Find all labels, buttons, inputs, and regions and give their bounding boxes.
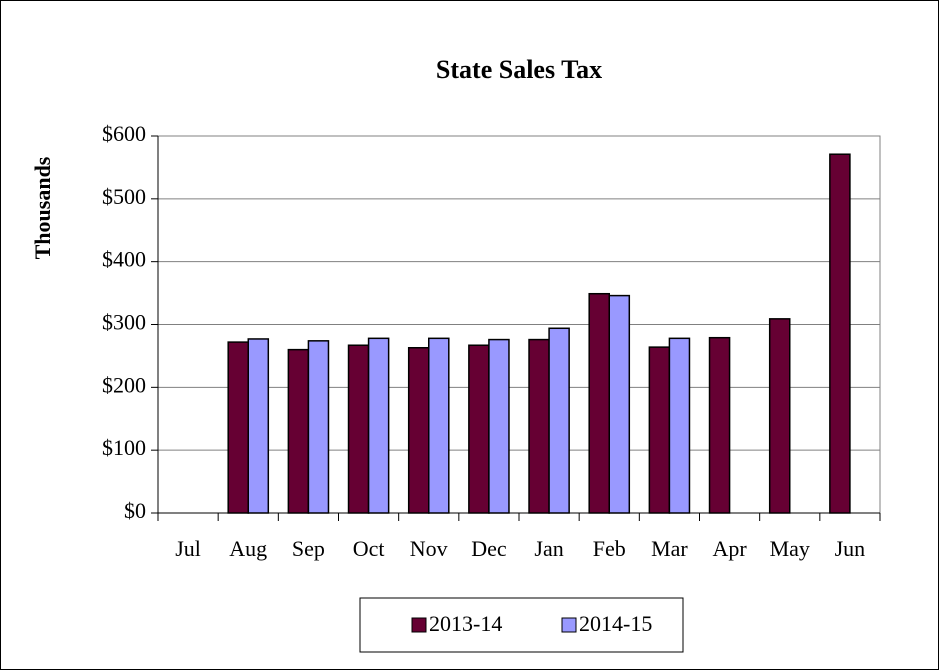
bar [468,344,490,514]
legend-swatch [561,617,577,633]
chart-title: State Sales Tax [436,55,602,84]
x-tick-label: Jul [175,536,201,561]
bar [227,341,249,514]
bar [307,340,330,514]
y-tick-label: $500 [102,184,146,209]
x-tick-label: Nov [410,536,448,561]
bar [528,338,550,514]
y-tick-label: $300 [102,310,146,335]
bar [768,318,791,514]
bar [648,346,671,514]
bar [407,346,430,514]
x-tick-label: Jun [835,536,866,561]
bar [829,153,851,514]
bar [588,292,611,514]
bar [287,348,310,514]
bar [488,338,510,514]
bar [708,336,731,514]
x-tick-label: Dec [471,536,507,561]
bar [608,294,631,514]
bar [668,337,691,514]
y-axis-label: Thousands [30,156,55,259]
bar [247,338,270,514]
legend-label: 2014-15 [579,611,652,636]
x-tick-label: Oct [353,536,385,561]
x-tick-label: Apr [712,536,747,561]
bar [428,337,450,514]
bar [548,327,570,514]
y-tick-label: $0 [124,498,146,523]
x-tick-label: Aug [229,536,267,561]
bar [367,337,390,514]
y-tick-label: $600 [102,121,146,146]
x-tick-label: Sep [292,536,325,561]
y-tick-label: $100 [102,435,146,460]
x-tick-label: Feb [593,536,626,561]
y-tick-label: $200 [102,372,146,397]
legend-label: 2013-14 [429,611,502,636]
y-tick-label: $400 [102,247,146,272]
bar [347,344,370,514]
x-tick-label: May [770,536,810,561]
x-tick-label: Mar [651,536,688,561]
x-tick-label: Jan [534,536,563,561]
legend-swatch [411,617,427,633]
